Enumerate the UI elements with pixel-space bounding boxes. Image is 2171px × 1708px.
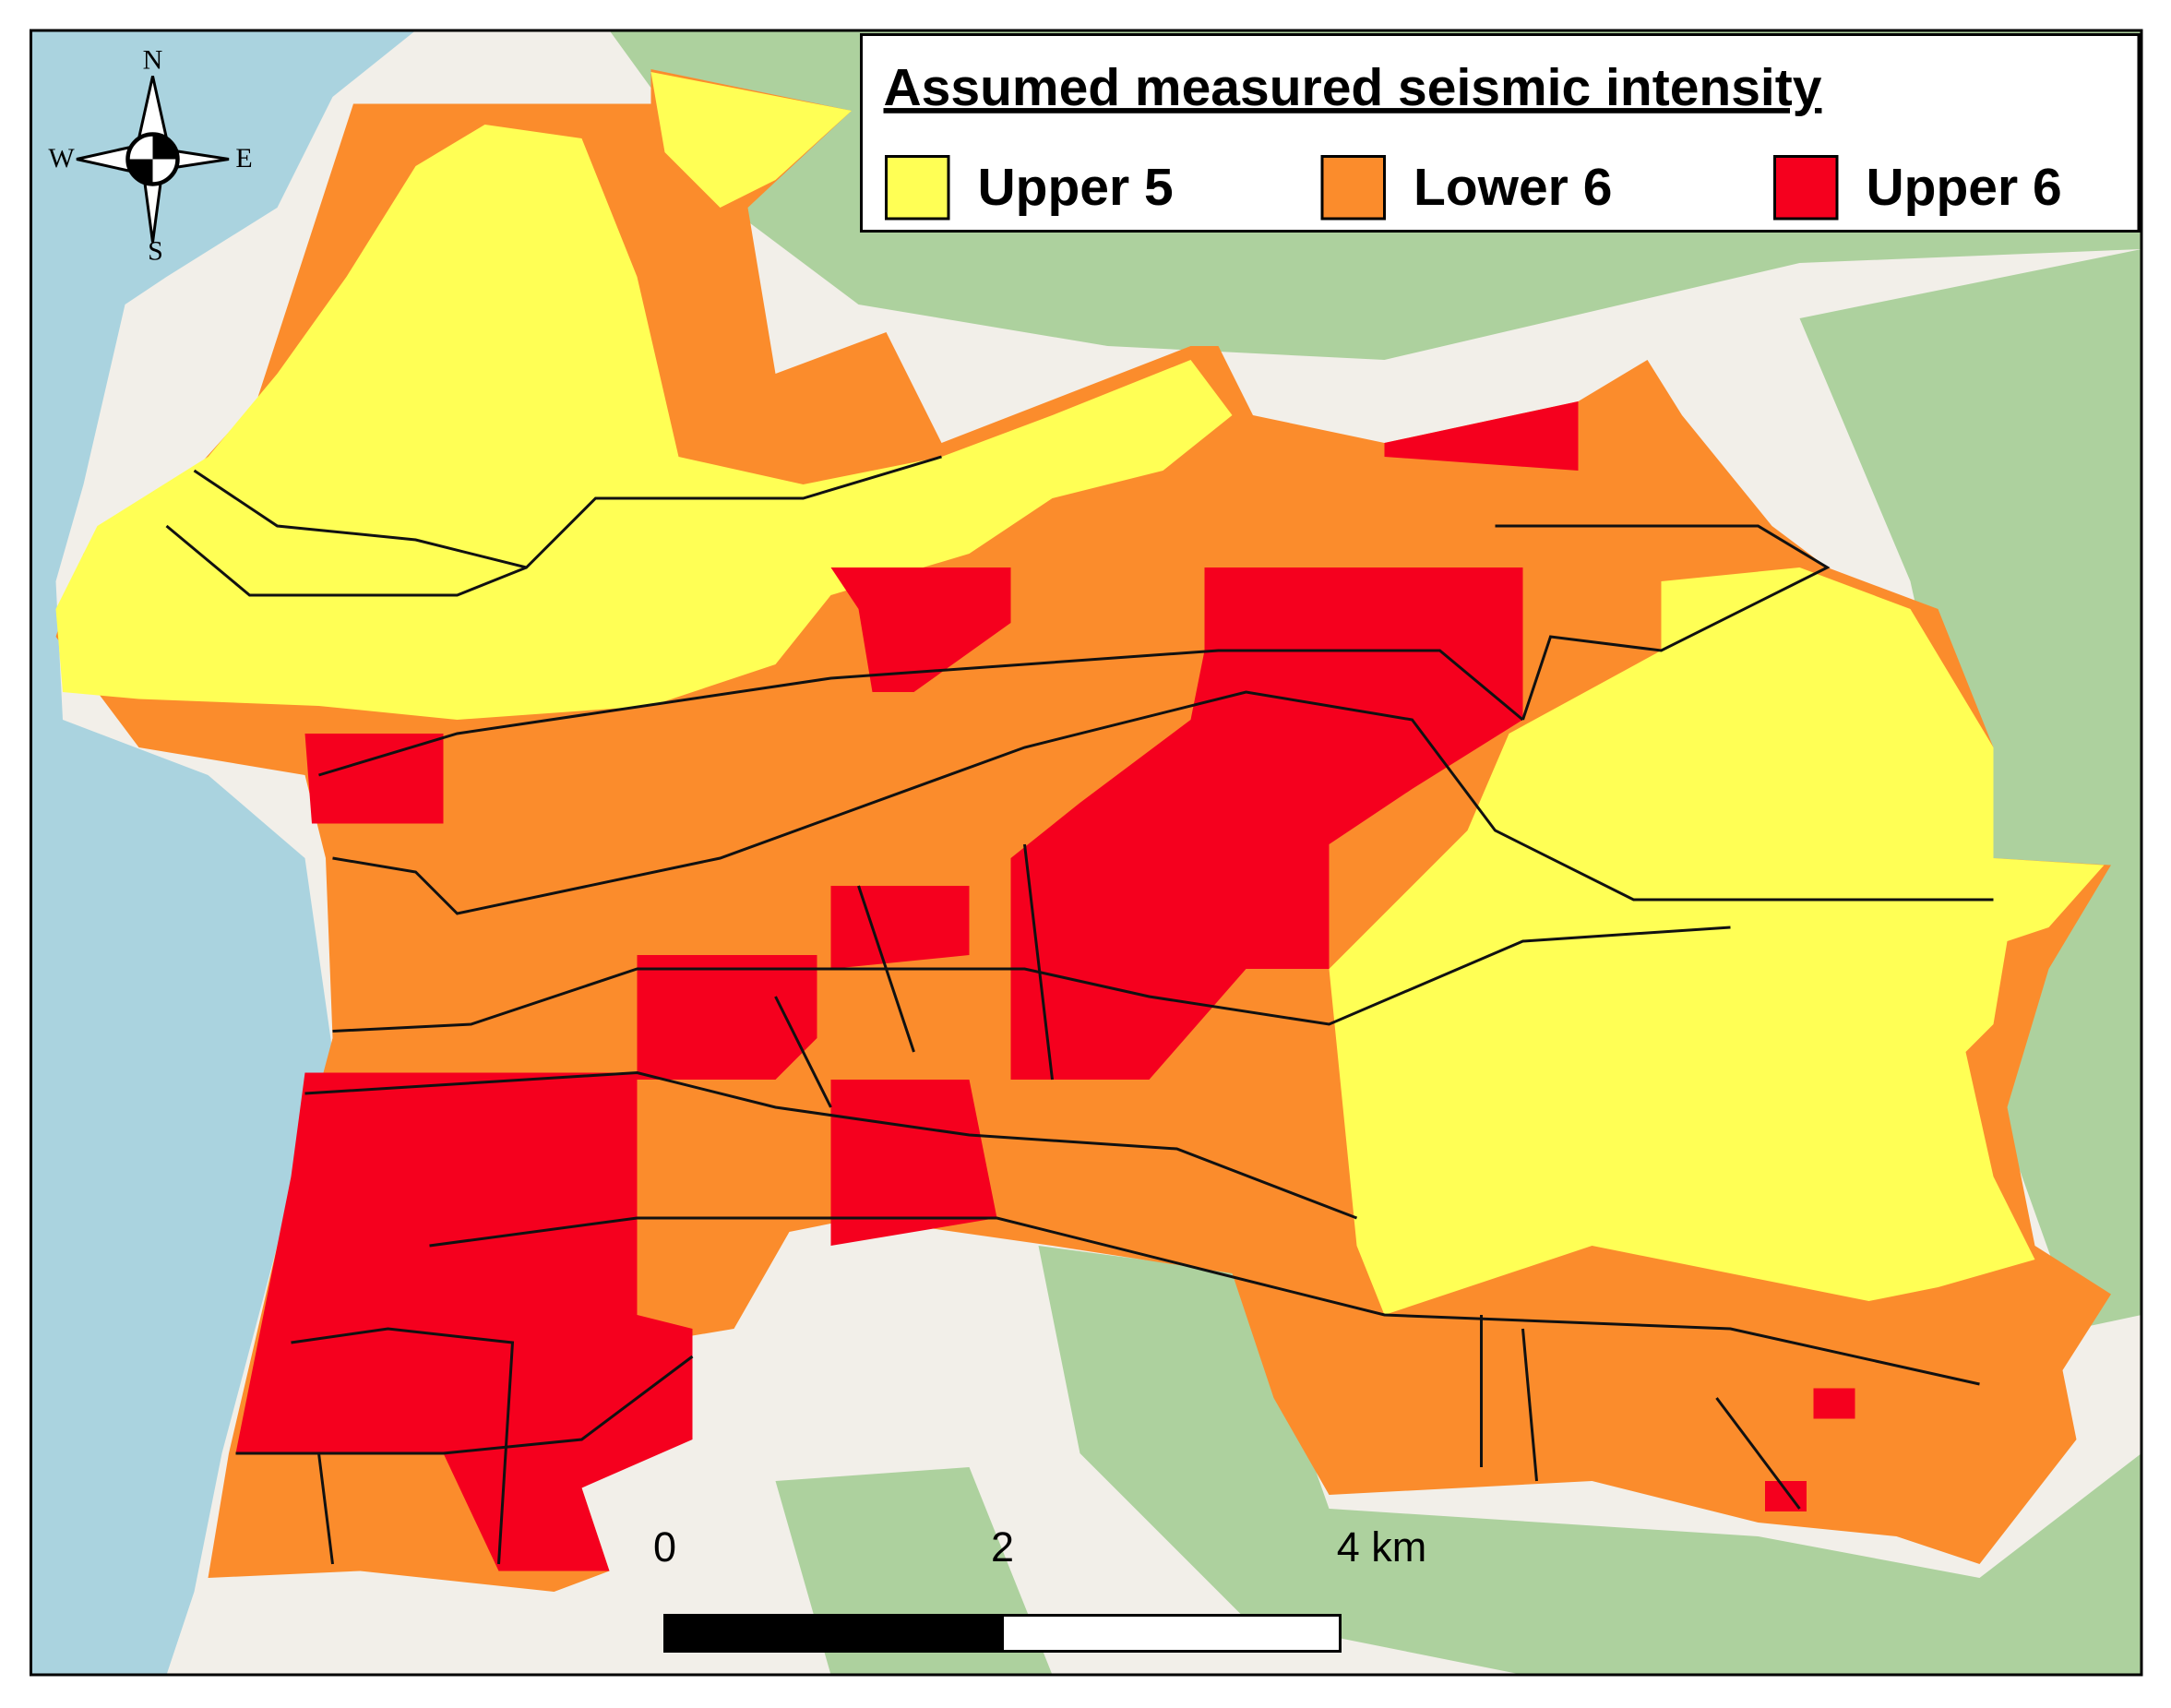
compass-north: N [143, 44, 163, 75]
scale-label: 0 [653, 1523, 676, 1571]
intensity-zones [55, 69, 2111, 1592]
intensity-zone [1329, 567, 2105, 1315]
legend-box [860, 33, 2141, 233]
compass: N S E W [48, 44, 252, 266]
compass-east: E [235, 143, 252, 173]
intensity-zone [304, 734, 444, 824]
intensity-zone [1010, 567, 1523, 1080]
intensity-zone [235, 1072, 693, 1571]
legend-items: Upper 5 Lower 6 Upper 6 [885, 155, 2062, 221]
intensity-zone [1384, 401, 1579, 471]
scale-label: 4 km [1337, 1523, 1427, 1571]
legend-swatch [885, 155, 950, 221]
intensity-zone [1765, 1481, 1807, 1511]
intensity-zone [830, 886, 970, 969]
legend-label: Upper 5 [978, 158, 1174, 217]
scale-label: 2 [991, 1523, 1014, 1571]
legend-label: Upper 6 [1867, 158, 2062, 217]
legend-title: Assumed measured seismic intensity [884, 58, 1822, 117]
district-boundaries [165, 455, 1994, 1565]
legend: Assumed measured seismic intensity Upper… [860, 33, 2141, 233]
intensity-zone [830, 567, 1011, 692]
scale-bar: 0 2 4 km [653, 1523, 1427, 1653]
intensity-zone [55, 125, 1233, 720]
intensity-zone [830, 1080, 997, 1246]
intensity-zone [637, 955, 817, 1080]
compass-south: S [148, 235, 163, 266]
compass-west: W [48, 143, 75, 173]
frame [30, 29, 2143, 1677]
intensity-zone [1813, 1388, 1855, 1419]
legend-label: Lower 6 [1414, 158, 1612, 217]
legend-swatch [1773, 155, 1839, 221]
legend-swatch [1320, 155, 1386, 221]
sea [30, 30, 416, 1675]
intensity-zone [650, 72, 852, 208]
